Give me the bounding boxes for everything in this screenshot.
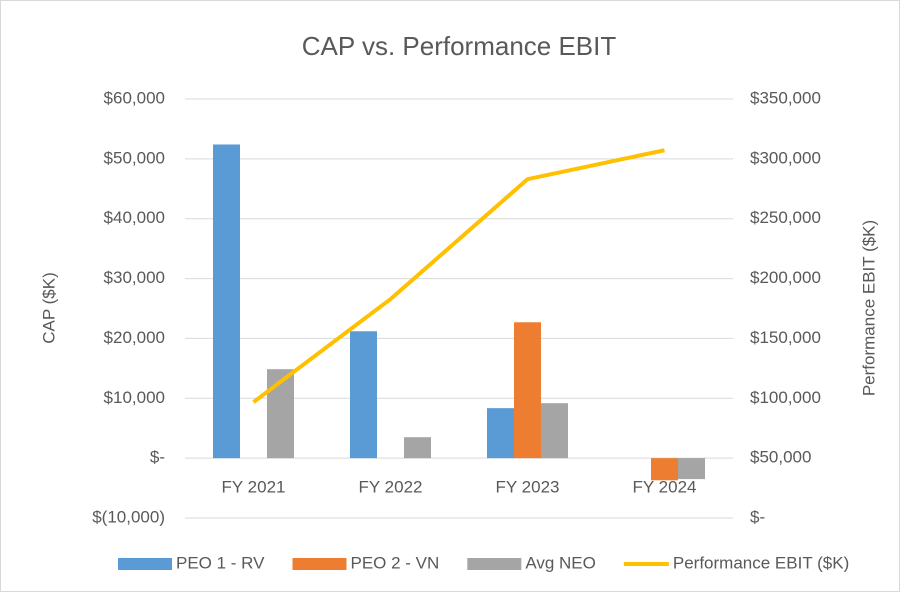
bar — [213, 144, 240, 459]
bar — [350, 331, 377, 459]
legend-label: Avg NEO — [525, 553, 596, 572]
y2-tick-label: $200,000 — [750, 268, 821, 287]
bar — [404, 437, 431, 459]
legend-swatch — [118, 558, 172, 570]
bar — [487, 408, 514, 459]
legend-label: PEO 2 - VN — [351, 553, 440, 572]
bar — [514, 322, 541, 459]
y-tick-label: $10,000 — [104, 388, 165, 407]
y-tick-label: $60,000 — [104, 88, 165, 107]
y-tick-label: $20,000 — [104, 328, 165, 347]
y2-tick-label: $300,000 — [750, 148, 821, 167]
y-tick-label: $40,000 — [104, 208, 165, 227]
bar — [541, 403, 568, 459]
legend-label: Performance EBIT ($K) — [673, 553, 849, 572]
chart-title: CAP vs. Performance EBIT — [302, 31, 617, 61]
bar — [651, 458, 678, 481]
legend-swatch — [292, 558, 347, 570]
x-tick-label: FY 2024 — [633, 478, 697, 497]
line — [252, 148, 665, 404]
y-tick-label: $30,000 — [104, 268, 165, 287]
x-tick-label: FY 2021 — [222, 478, 286, 497]
y2-tick-label: $350,000 — [750, 88, 821, 107]
y2-tick-label: $100,000 — [750, 388, 821, 407]
y2-tick-label: $150,000 — [750, 328, 821, 347]
y2-tick-label: $50,000 — [750, 448, 811, 467]
y2-tick-label: $- — [750, 507, 765, 526]
y-tick-label: $- — [150, 448, 165, 467]
y-tick-label: $50,000 — [104, 148, 165, 167]
legend-label: PEO 1 - RV — [176, 553, 265, 572]
y2-axis-title: Performance EBIT ($K) — [859, 220, 878, 396]
bar — [678, 458, 705, 480]
y2-tick-label: $250,000 — [750, 208, 821, 227]
x-tick-label: FY 2023 — [496, 478, 560, 497]
legend-swatch — [467, 558, 522, 570]
y-axis-title: CAP ($K) — [39, 272, 58, 344]
y-tick-label: $(10,000) — [92, 507, 165, 526]
x-tick-label: FY 2022 — [359, 478, 423, 497]
